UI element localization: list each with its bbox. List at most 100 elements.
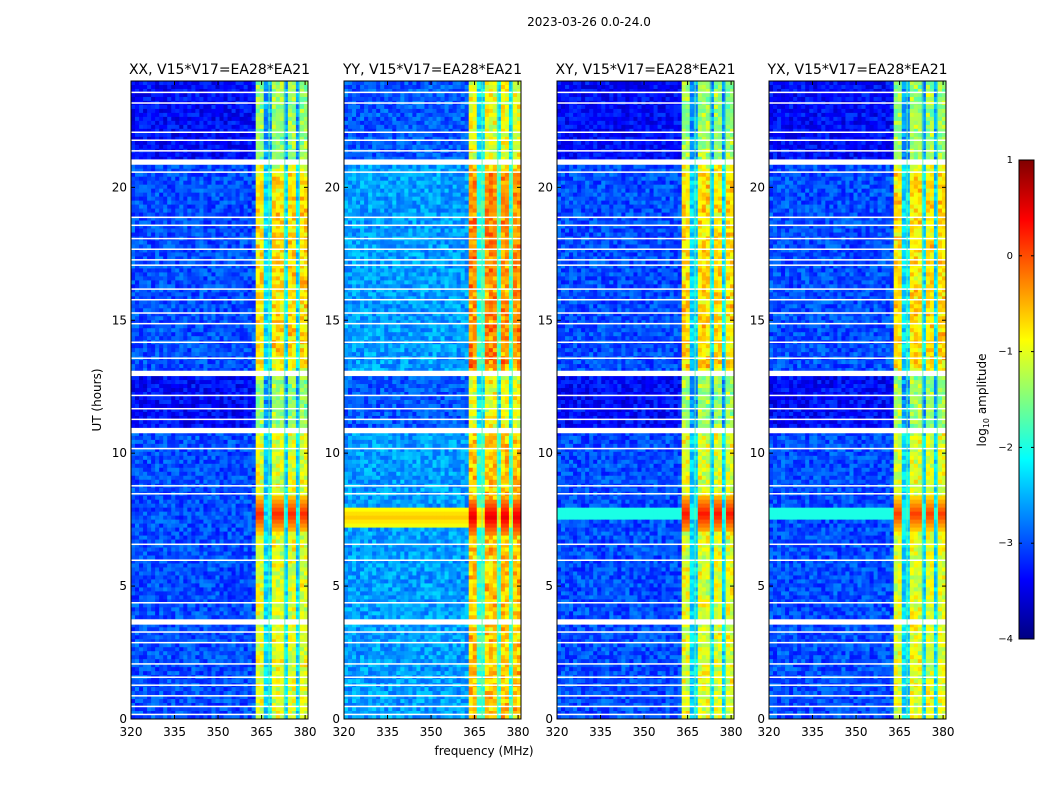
- heatmap-cell: [135, 152, 140, 158]
- heatmap-cell: [199, 140, 204, 146]
- heatmap-cell: [131, 384, 136, 389]
- heatmap-cell: [175, 96, 180, 102]
- heatmap-cell: [203, 84, 208, 90]
- heatmap-cell: [239, 200, 245, 206]
- heatmap-cell: [175, 388, 180, 393]
- heatmap-cell: [163, 300, 168, 305]
- heatmap-cell: [299, 81, 305, 86]
- heatmap-cell: [171, 156, 176, 162]
- heatmap-cell: [151, 208, 156, 213]
- heatmap-cell: [295, 423, 301, 429]
- heatmap-cell: [151, 328, 156, 333]
- heatmap-cell: [199, 388, 204, 393]
- heatmap-cell: [215, 280, 220, 285]
- heatmap-cell: [195, 136, 200, 142]
- heatmap-cell: [295, 324, 301, 329]
- heatmap-cell: [191, 423, 196, 429]
- heatmap-cell: [239, 479, 245, 485]
- heatmap-cell: [267, 392, 273, 397]
- heatmap-cell: [239, 244, 245, 249]
- heatmap-cell: [147, 515, 152, 521]
- heatmap-cell: [187, 443, 192, 449]
- heatmap-cell: [135, 511, 140, 517]
- heatmap-cell: [275, 164, 281, 170]
- heatmap-cell: [227, 284, 232, 289]
- heatmap-cell: [247, 396, 253, 401]
- heatmap-cell: [223, 300, 228, 305]
- heatmap-cell: [131, 531, 136, 536]
- heatmap-cell: [171, 96, 176, 102]
- heatmap-cell: [275, 220, 281, 225]
- heatmap-cell: [187, 220, 192, 225]
- heatmap-cell: [195, 196, 200, 202]
- heatmap-cell: [243, 348, 249, 353]
- heatmap-cell: [247, 84, 253, 90]
- heatmap-cell: [295, 284, 301, 289]
- heatmap-cell: [151, 332, 156, 337]
- heatmap-cell: [291, 180, 297, 186]
- heatmap-cell: [151, 136, 156, 142]
- heatmap-cell: [251, 507, 257, 513]
- heatmap-cell: [159, 212, 164, 217]
- heatmap-cell: [195, 200, 200, 206]
- heatmap-cell: [147, 368, 152, 373]
- heatmap-cell: [175, 348, 180, 353]
- heatmap-cell: [287, 312, 293, 317]
- heatmap-cell: [211, 396, 216, 401]
- heatmap-cell: [179, 272, 184, 277]
- heatmap-cell: [139, 276, 144, 281]
- heatmap-cell: [291, 463, 297, 469]
- heatmap-cell: [231, 124, 236, 130]
- heatmap-cell: [255, 256, 261, 261]
- heatmap-cell: [227, 180, 232, 186]
- heatmap-cell: [207, 204, 212, 209]
- heatmap-cell: [135, 380, 140, 385]
- heatmap-cell: [175, 196, 180, 202]
- heatmap-cell: [291, 419, 297, 425]
- heatmap-cell: [251, 451, 257, 457]
- heatmap-cell: [215, 156, 220, 162]
- heatmap-cell: [143, 120, 148, 126]
- heatmap-cell: [263, 308, 269, 313]
- heatmap-cell: [279, 447, 285, 453]
- heatmap-cell: [179, 376, 184, 381]
- heatmap-cell: [163, 192, 168, 198]
- heatmap-cell: [295, 467, 301, 473]
- heatmap-cell: [291, 411, 297, 417]
- heatmap-cell: [139, 192, 144, 198]
- heatmap-cell: [243, 292, 249, 297]
- heatmap-cell: [167, 180, 172, 186]
- heatmap-cell: [287, 252, 293, 257]
- heatmap-cell: [267, 459, 273, 465]
- heatmap-cell: [203, 463, 208, 469]
- heatmap-cell: [259, 144, 265, 150]
- heatmap-cell: [291, 88, 297, 94]
- heatmap-cell: [211, 431, 216, 437]
- heatmap-cell: [259, 443, 265, 449]
- heatmap-cell: [135, 503, 140, 509]
- heatmap-cell: [219, 443, 224, 449]
- heatmap-cell: [303, 296, 308, 301]
- heatmap-cell: [147, 296, 152, 301]
- heatmap-cell: [167, 92, 172, 98]
- heatmap-cell: [239, 451, 245, 457]
- heatmap-cell: [267, 280, 273, 285]
- heatmap-cell: [267, 336, 273, 341]
- heatmap-cell: [251, 519, 257, 525]
- heatmap-cell: [167, 511, 172, 517]
- heatmap-cell: [211, 435, 216, 441]
- heatmap-cell: [175, 308, 180, 313]
- heatmap-cell: [139, 104, 144, 110]
- heatmap-cell: [271, 499, 277, 505]
- heatmap-cell: [295, 184, 301, 190]
- heatmap-cell: [211, 132, 216, 138]
- heatmap-cell: [299, 132, 305, 138]
- heatmap-cell: [283, 348, 289, 353]
- heatmap-cell: [239, 503, 245, 509]
- heatmap-cell: [187, 384, 192, 389]
- heatmap-cell: [155, 256, 160, 261]
- heatmap-cell: [263, 423, 269, 429]
- heatmap-cell: [143, 288, 148, 293]
- heatmap-cell: [187, 523, 192, 528]
